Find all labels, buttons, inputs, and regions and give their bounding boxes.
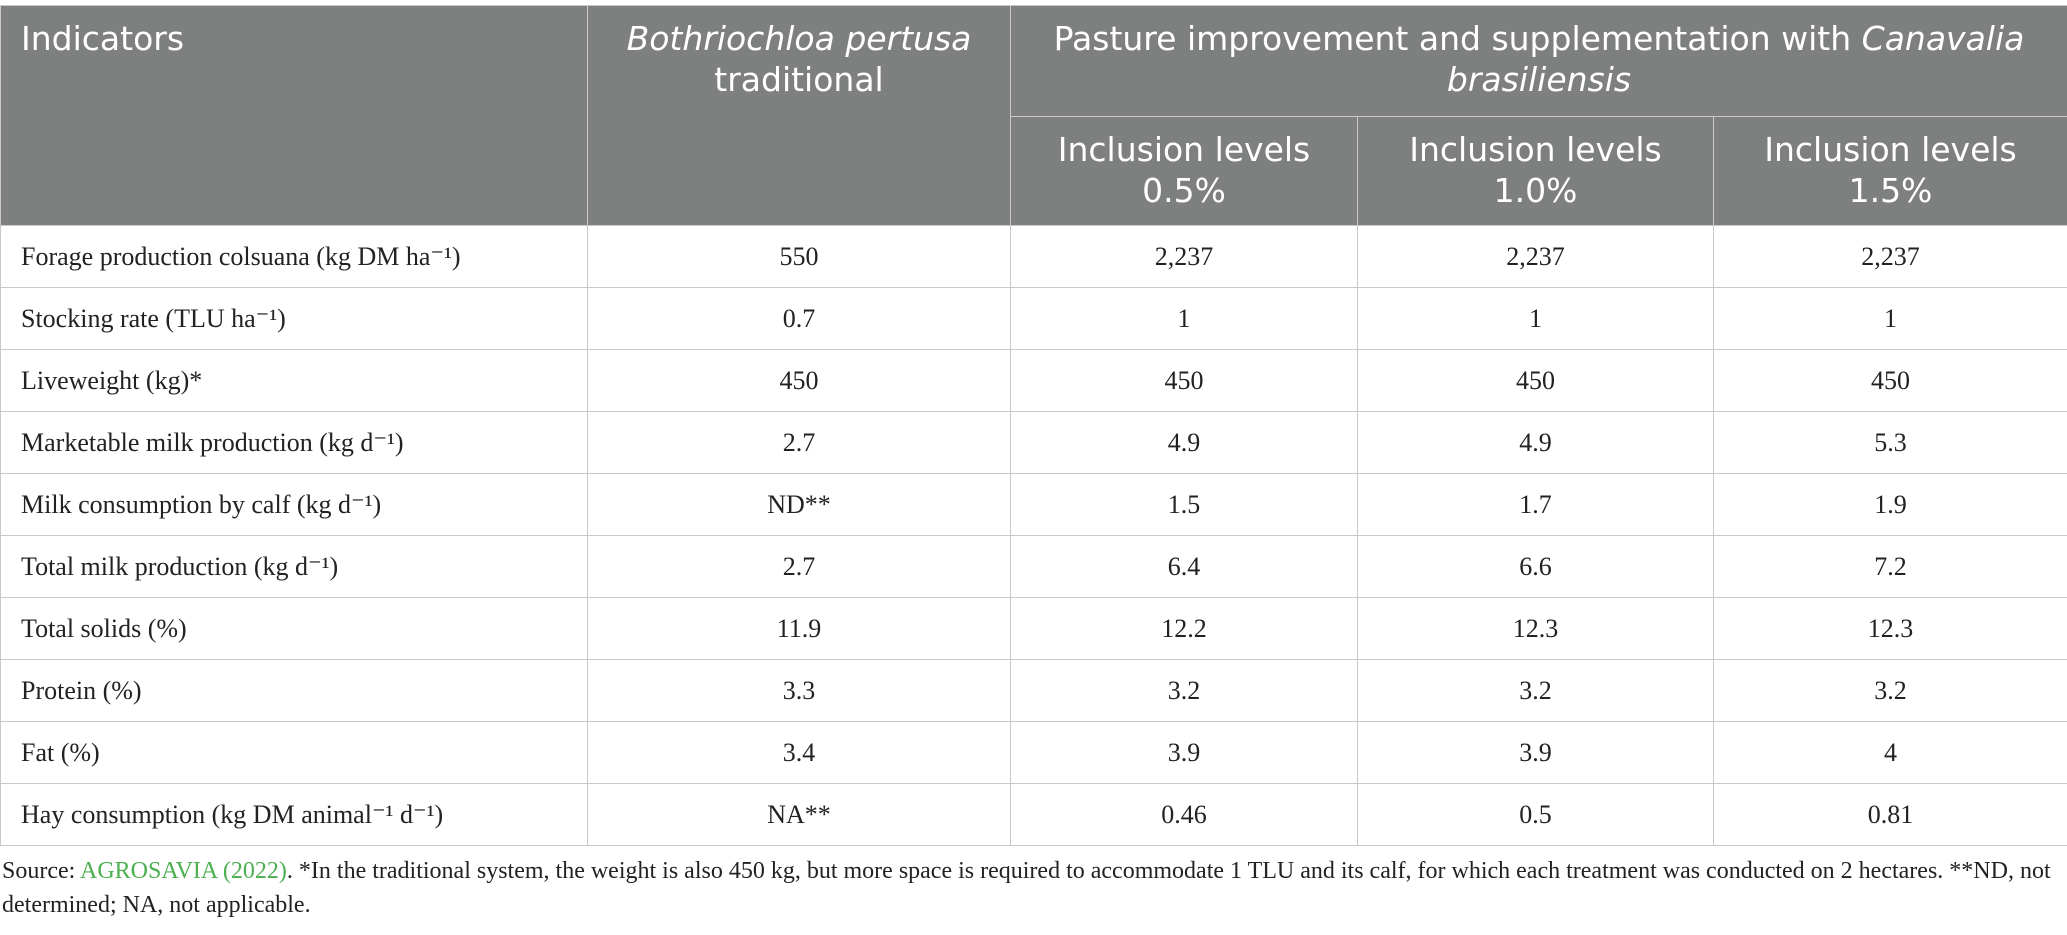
table-cell: ND**	[587, 473, 1011, 536]
table-cell: 4	[1712, 721, 2067, 784]
table-cell: 4.9	[1010, 411, 1358, 474]
footnote-text: . *In the traditional system, the weight…	[2, 858, 2051, 918]
header-text: Inclusion levels	[1057, 130, 1311, 169]
row-label: Total solids (%)	[0, 597, 588, 660]
table-cell: 1	[1712, 287, 2067, 350]
table-row: Fat (%) 3.4 3.9 3.9 4	[0, 721, 2067, 784]
table-cell: NA**	[587, 783, 1011, 846]
table-cell: 3.9	[1357, 721, 1714, 784]
source-link[interactable]: AGROSAVIA (2022)	[80, 858, 287, 884]
header-cell: Bothriochloa pertusa traditional	[587, 5, 1011, 226]
table-row: Liveweight (kg)* 450 450 450 450	[0, 349, 2067, 412]
table-row: Milk consumption by calf (kg d⁻¹) ND** 1.5…	[0, 473, 2067, 536]
table-cell: 1	[1010, 287, 1358, 350]
table-row: Total milk production (kg d⁻¹) 2.7 6.4 6.6 7…	[0, 535, 2067, 598]
table-cell: 6.4	[1010, 535, 1358, 598]
row-label: Total milk production (kg d⁻¹)	[0, 535, 588, 598]
table-cell: 2,237	[1712, 225, 2067, 288]
header-text: Inclusion levels	[1409, 130, 1662, 169]
table-cell: 6.6	[1357, 535, 1714, 598]
table-cell: 0.46	[1010, 783, 1358, 846]
table-cell: 2,237	[1010, 225, 1358, 288]
table-cell: 450	[587, 349, 1011, 412]
footnote: Source: AGROSAVIA (2022). *In the tradit…	[0, 846, 2067, 922]
header-text: traditional	[714, 60, 884, 99]
table-cell: 450	[1010, 349, 1358, 412]
header-text: 1.5%	[1848, 171, 1933, 210]
header-text: Bothriochloa pertusa	[626, 19, 972, 58]
row-label: Hay consumption (kg DM animal⁻¹ d⁻¹)	[0, 783, 588, 846]
header-text: 1.0%	[1493, 171, 1578, 210]
row-label: Milk consumption by calf (kg d⁻¹)	[0, 473, 588, 536]
table-cell: 3.3	[587, 659, 1011, 722]
table-body: Forage production colsuana (kg DM ha⁻¹) 5…	[0, 225, 2067, 846]
table-cell: 12.3	[1357, 597, 1714, 660]
table-row: Total solids (%) 11.9 12.2 12.3 12.3	[0, 597, 2067, 660]
row-label: Marketable milk production (kg d⁻¹)	[0, 411, 588, 474]
table-cell: 0.7	[587, 287, 1011, 350]
table-cell: 2.7	[587, 535, 1011, 598]
table-cell: 450	[1357, 349, 1714, 412]
row-label: Protein (%)	[0, 659, 588, 722]
table-cell: 3.4	[587, 721, 1011, 784]
header-text: Canavalia brasiliensis	[1446, 19, 2025, 99]
table-cell: 5.3	[1712, 411, 2067, 474]
table-cell: 0.5	[1357, 783, 1714, 846]
header-text: Inclusion levels	[1764, 130, 2017, 169]
table-cell: 3.9	[1010, 721, 1358, 784]
table-row: Stocking rate (TLU ha⁻¹) 0.7 1 1 1	[0, 287, 2067, 350]
header-row: Inclusion levels 0.5% Inclusion levels 1.0…	[1, 116, 2067, 226]
table-row: Forage production colsuana (kg DM ha⁻¹) 5…	[0, 225, 2067, 288]
table-cell: 550	[587, 225, 1011, 288]
data-table: Indicators Bothriochloa pertusa tradition…	[0, 5, 2067, 846]
row-label: Liveweight (kg)*	[0, 349, 588, 412]
header-text: Pasture improvement and supplementation …	[1053, 19, 1852, 58]
table-cell: 1.5	[1010, 473, 1358, 536]
table-cell: 12.2	[1010, 597, 1358, 660]
table-cell: 450	[1712, 349, 2067, 412]
header-cell: Inclusion levels 1.5%	[1712, 116, 2067, 226]
table-cell: 11.9	[587, 597, 1011, 660]
table-row: Hay consumption (kg DM animal⁻¹ d⁻¹) NA**…	[0, 783, 2067, 846]
page: Indicators Bothriochloa pertusa tradition…	[0, 5, 2067, 935]
footnote-text: Source:	[2, 858, 80, 884]
header-row: Indicators Bothriochloa pertusa tradition…	[0, 5, 2067, 226]
table-cell: 1.7	[1357, 473, 1714, 536]
header-cell: Pasture improvement and supplementation …	[1009, 5, 2067, 117]
row-label: Fat (%)	[0, 721, 588, 784]
header-cell: Indicators	[0, 5, 588, 226]
table-cell: 1	[1357, 287, 1714, 350]
table-cell: 0.81	[1712, 783, 2067, 846]
header-text: 0.5%	[1142, 171, 1226, 210]
table-cell: 3.2	[1712, 659, 2067, 722]
table-cell: 7.2	[1712, 535, 2067, 598]
table-cell: 3.2	[1010, 659, 1358, 722]
table-cell: 12.3	[1712, 597, 2067, 660]
row-label: Stocking rate (TLU ha⁻¹)	[0, 287, 588, 350]
table-cell: 2.7	[587, 411, 1011, 474]
table-row: Protein (%) 3.3 3.2 3.2 3.2	[0, 659, 2067, 722]
table-cell: 4.9	[1357, 411, 1714, 474]
header-cell: Inclusion levels 1.0%	[1357, 116, 1714, 226]
header-text: Indicators	[21, 19, 185, 58]
header-cell: Inclusion levels 0.5%	[1010, 116, 1358, 226]
table-cell: 1.9	[1712, 473, 2067, 536]
table-row: Marketable milk production (kg d⁻¹) 2.7 4.…	[0, 411, 2067, 474]
table-cell: 3.2	[1357, 659, 1714, 722]
table-cell: 2,237	[1357, 225, 1714, 288]
row-label: Forage production colsuana (kg DM ha⁻¹)	[0, 225, 588, 288]
